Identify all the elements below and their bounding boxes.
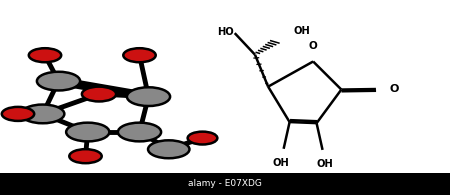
Circle shape xyxy=(82,87,116,101)
Circle shape xyxy=(2,107,34,121)
Circle shape xyxy=(29,48,61,62)
Circle shape xyxy=(21,105,64,123)
Circle shape xyxy=(69,149,102,163)
Circle shape xyxy=(66,123,109,141)
Text: HO: HO xyxy=(217,27,234,37)
Text: alamy - E07XDG: alamy - E07XDG xyxy=(188,179,262,188)
Circle shape xyxy=(188,132,217,144)
Text: OH: OH xyxy=(293,26,310,36)
Circle shape xyxy=(148,140,189,158)
Text: O: O xyxy=(390,84,399,94)
Text: O: O xyxy=(309,41,318,51)
Circle shape xyxy=(37,72,80,90)
Circle shape xyxy=(127,87,170,106)
Text: OH: OH xyxy=(273,158,290,168)
Bar xyxy=(0,173,450,195)
Text: OH: OH xyxy=(316,159,333,169)
Circle shape xyxy=(118,123,161,141)
Circle shape xyxy=(123,48,156,62)
